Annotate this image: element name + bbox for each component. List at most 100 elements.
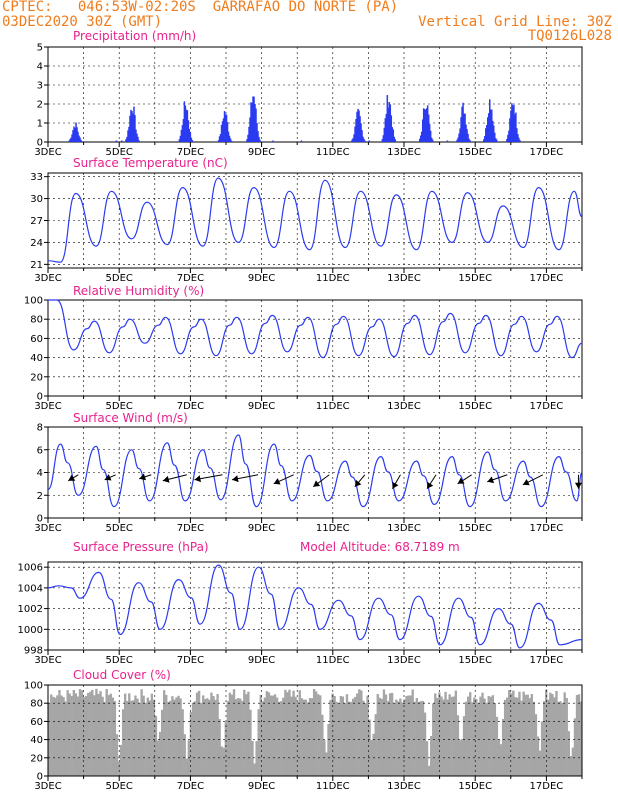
cloud-bar (312, 688, 316, 776)
precip-bar (514, 114, 516, 142)
cloud-bar (150, 693, 154, 776)
y-tick-label: 20 (30, 753, 43, 764)
precip-bar (250, 102, 252, 142)
precip-bar (220, 124, 223, 142)
cloud-bar (89, 691, 92, 776)
cloud-bar (319, 695, 322, 776)
precip-bar (494, 138, 497, 142)
x-tick-label: 9DEC (248, 273, 275, 284)
x-tick-label: 11DEC (316, 523, 350, 534)
cloud-bar (111, 697, 115, 776)
precip-bar (486, 125, 488, 142)
cloud-bar (575, 694, 579, 776)
temperature-line (47, 177, 583, 263)
cloud-bar (503, 699, 507, 776)
cloud-bar (547, 699, 550, 776)
cloud-bar (415, 698, 418, 776)
cloud-bar (288, 689, 291, 776)
cloud-bar (321, 714, 324, 776)
y-tick-label: 40 (30, 735, 43, 746)
precip-bar (132, 113, 134, 142)
cloud-bar (290, 696, 293, 776)
precip-bar (362, 136, 364, 142)
cloud-bar (257, 709, 260, 776)
cloud-bar (167, 701, 170, 776)
cloud-bar (169, 700, 172, 776)
cloud-bar (212, 696, 215, 776)
y-tick-label: 4 (37, 62, 43, 73)
cloud-bar (444, 691, 447, 776)
precip-bar (360, 123, 362, 142)
precip-bar (247, 134, 249, 142)
y-tick-label: 5 (37, 43, 43, 54)
cloud-bar (142, 695, 145, 776)
precip-bar (182, 119, 185, 142)
cloud-bar (479, 696, 482, 776)
cloud-bar (292, 690, 295, 776)
cloud-bar (409, 695, 412, 776)
cloud-bar (366, 695, 369, 776)
cloud-bar (134, 695, 137, 776)
precip-bar (185, 109, 188, 142)
x-tick-label: 7DEC (177, 401, 204, 412)
precip-bar (489, 99, 491, 142)
precip-bar (191, 140, 194, 142)
cloud-bar (52, 696, 55, 776)
precip-bar (256, 123, 258, 142)
y-tick-label: 100 (24, 296, 43, 307)
cloud-bar (204, 699, 207, 776)
precip-bar (219, 134, 222, 142)
x-tick-label: 5DEC (106, 273, 133, 284)
cloud-bar (109, 693, 112, 776)
precip-bar (368, 140, 370, 142)
precip-bar (517, 134, 519, 142)
cloud-bar (185, 758, 188, 776)
precip-bar (135, 129, 137, 142)
cloud-bar (345, 694, 349, 776)
cloud-bar (376, 694, 379, 776)
x-tick-label: 5DEC (106, 655, 133, 666)
cloud-bar (165, 694, 168, 776)
cloud-bar (208, 699, 211, 776)
cloud-bar (395, 699, 398, 776)
model-altitude-label: Model Altitude: 68.7189 m (300, 540, 460, 554)
cloud-bar (239, 698, 242, 776)
cloud-bar (173, 699, 176, 776)
cloud-bar (70, 695, 73, 776)
cloud-bar (241, 700, 244, 776)
precip-bar (517, 140, 520, 142)
precip-bar (68, 140, 70, 142)
wind-arrow-head (232, 475, 239, 483)
precip-bar (420, 131, 423, 142)
precip-bar (464, 113, 466, 142)
cloud-bar (197, 690, 201, 776)
cloud-bar (571, 747, 575, 776)
precip-bar (390, 115, 393, 142)
y-tick-label: 33 (30, 172, 43, 183)
precip-bar (383, 127, 386, 142)
cloud-bar (163, 690, 166, 776)
cloud-bar (360, 690, 363, 776)
cloud-bar (175, 697, 178, 776)
precip-bar (469, 140, 471, 142)
precip-bar (227, 131, 230, 142)
cloud-bar (448, 694, 451, 776)
precip-bar (222, 118, 225, 142)
precip-bar (429, 130, 432, 142)
cloud-bar (436, 697, 439, 776)
precip-bar (229, 138, 232, 142)
x-tick-label: 15DEC (458, 401, 492, 412)
precip-bar (252, 96, 254, 142)
precip-bar (129, 115, 131, 142)
y-tick-label: 40 (30, 353, 43, 364)
cloud-bar (294, 696, 297, 776)
cloud-bar (325, 752, 328, 776)
cloud-bar (68, 693, 71, 776)
humidity-line (47, 299, 583, 359)
precip-bar (392, 129, 395, 142)
cloud-bar (454, 690, 458, 776)
precip-bar (364, 140, 366, 142)
x-tick-label: 3DEC (34, 523, 61, 534)
cloud-bar (304, 699, 308, 776)
cloud-bar (514, 697, 517, 776)
